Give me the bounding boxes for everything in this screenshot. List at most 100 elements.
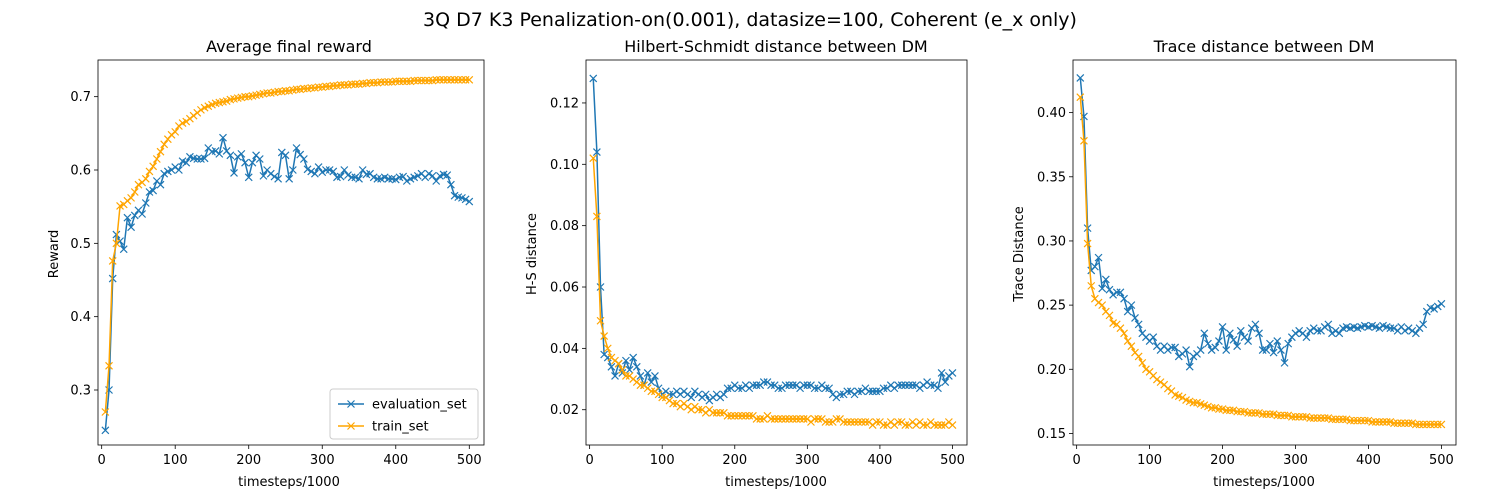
trace-distance-evaluation-set-point xyxy=(1163,346,1172,354)
trace-distance-evaluation-set-point xyxy=(1229,335,1238,344)
hs-distance-evaluation-set-point xyxy=(825,384,834,393)
reward-train-set-point xyxy=(450,75,459,84)
reward-train-set-point xyxy=(321,82,330,91)
trace-distance-train-set-point xyxy=(1233,407,1242,416)
hs-distance-train-set-point xyxy=(669,399,678,408)
hs-distance-train-set-point xyxy=(767,414,775,423)
hs-distance-axes-frame xyxy=(585,59,968,446)
trace-distance-train-set-point xyxy=(1098,301,1107,310)
hs-distance-train-set-point xyxy=(861,418,870,426)
trace-distance-evaluation-set-point xyxy=(1225,329,1234,338)
trace-distance-evaluation-set-point xyxy=(1273,337,1282,345)
reward-train-set-point xyxy=(336,81,345,89)
reward-evaluation-set-point xyxy=(413,171,422,180)
trace-distance-train-set-point xyxy=(1328,415,1336,424)
trace-distance-train-set-point xyxy=(1080,136,1088,145)
reward-train-set-point xyxy=(413,76,422,85)
trace-distance-evaluation-set-point xyxy=(1109,290,1118,299)
hs-distance-train-set-point xyxy=(596,316,605,325)
reward-evaluation-set-point xyxy=(285,174,294,183)
hs-distance-evaluation-set-point xyxy=(636,372,645,380)
reward-train-set-point xyxy=(329,81,338,90)
hs-distance-y-tick-label: 0.10 xyxy=(550,158,579,173)
hs-distance-evaluation-set-point xyxy=(948,368,957,377)
hs-distance-train-set-point xyxy=(825,418,834,426)
reward-train-set-point xyxy=(435,75,444,84)
reward-train-set-point xyxy=(105,361,113,370)
trace-distance-train-set-point xyxy=(1390,419,1398,428)
hs-distance-evaluation-set-point xyxy=(937,368,946,377)
trace-distance-y-tick-label: 0.25 xyxy=(1037,299,1066,314)
reward-evaluation-set-point xyxy=(215,149,224,158)
reward-evaluation-set-point xyxy=(336,172,345,181)
reward-evaluation-set-point xyxy=(314,163,323,171)
trace-distance-train-set-point xyxy=(1083,239,1092,248)
reward-evaluation-set-point xyxy=(123,213,132,222)
hs-distance-evaluation-set-point xyxy=(748,381,757,390)
trace-distance-evaluation-set-point xyxy=(1302,333,1311,342)
reward-train-set-point xyxy=(145,167,154,176)
hs-distance-train-set-point xyxy=(879,421,888,429)
reward-evaluation-set-point xyxy=(321,166,330,174)
reward-train-set-point xyxy=(465,75,474,84)
trace-distance-evaluation-set-point xyxy=(1437,299,1446,308)
hs-distance-train-set-point xyxy=(770,414,779,423)
hs-distance-evaluation-set-point xyxy=(719,390,728,399)
reward-y-tick-label: 0.4 xyxy=(70,310,91,325)
reward-x-tick-label: 200 xyxy=(236,453,261,468)
trace-distance-evaluation-set-point xyxy=(1255,329,1263,338)
reward-evaluation-set-point xyxy=(141,199,150,207)
reward-plot-area xyxy=(101,75,474,435)
reward-train-set-point xyxy=(274,87,283,96)
hs-distance-evaluation-set-point xyxy=(821,384,830,393)
trace-distance-evaluation-set-point xyxy=(1309,324,1318,333)
trace-distance-train-set-point xyxy=(1156,378,1165,387)
trace-distance-x-tick-label: 300 xyxy=(1283,453,1308,468)
reward-evaluation-set-point xyxy=(432,177,441,185)
reward-train-set-point xyxy=(156,147,165,156)
hs-distance-evaluation-set-point xyxy=(687,393,696,402)
hs-distance-evaluation-set-point xyxy=(596,283,605,291)
hs-distance-y-tick-label: 0.12 xyxy=(550,96,579,111)
trace-distance-train-set-point xyxy=(1291,412,1300,421)
trace-distance-train-set-point xyxy=(1225,406,1234,415)
reward-evaluation-set-point xyxy=(270,172,279,181)
trace-distance-evaluation-set-point xyxy=(1430,305,1439,313)
legend-label-evaluation-set: evaluation_set xyxy=(372,398,467,413)
reward-evaluation-set-point xyxy=(384,174,393,183)
trace-distance-train-set-point xyxy=(1123,337,1132,345)
hs-distance-evaluation-set-point xyxy=(894,381,902,390)
reward-train-set-point xyxy=(377,78,385,86)
hs-distance-evaluation-set-point xyxy=(905,381,913,390)
trace-distance-train-set-point xyxy=(1335,415,1344,424)
hs-distance-x-tick-label: 500 xyxy=(940,453,965,468)
hs-distance-train-set-point xyxy=(723,411,732,420)
hs-distance-evaluation-set-point xyxy=(941,378,950,387)
reward-evaluation-set-point xyxy=(112,230,121,239)
reward-train-set-point xyxy=(263,89,272,97)
hs-distance-train-set-point xyxy=(621,372,630,380)
hs-distance-train-set-point xyxy=(716,408,725,417)
hs-distance-train-set-point xyxy=(603,344,612,353)
reward-evaluation-set-point xyxy=(259,171,268,180)
hs-distance-evaluation-set-point xyxy=(788,381,797,390)
reward-evaluation-set-point xyxy=(255,155,264,163)
reward-train-set-point xyxy=(281,86,290,95)
trace-distance-y-tick-label: 0.40 xyxy=(1037,106,1066,121)
trace-distance-train-set-point xyxy=(1317,414,1325,422)
trace-distance-axes-frame xyxy=(1072,59,1457,446)
reward-train-set-point xyxy=(197,105,205,114)
trace-distance-evaluation-set-point xyxy=(1182,346,1191,354)
trace-distance-train-set-point xyxy=(1138,358,1147,367)
trace-distance-train-set-point xyxy=(1397,419,1406,428)
trace-distance-evaluation-set-point xyxy=(1236,326,1245,335)
trace-distance-evaluation-set-point xyxy=(1185,362,1194,371)
trace-distance-evaluation-set-point xyxy=(1207,346,1216,354)
trace-distance-panel: Trace distance between DM timesteps/1000… xyxy=(1012,37,1457,490)
hs-distance-evaluation-set-point xyxy=(701,390,710,399)
trace-distance-evaluation-set-point xyxy=(1098,284,1107,293)
reward-train-set-point xyxy=(369,78,378,87)
reward-train-set-point xyxy=(127,193,136,202)
hs-distance-evaluation-set-point xyxy=(926,381,935,390)
